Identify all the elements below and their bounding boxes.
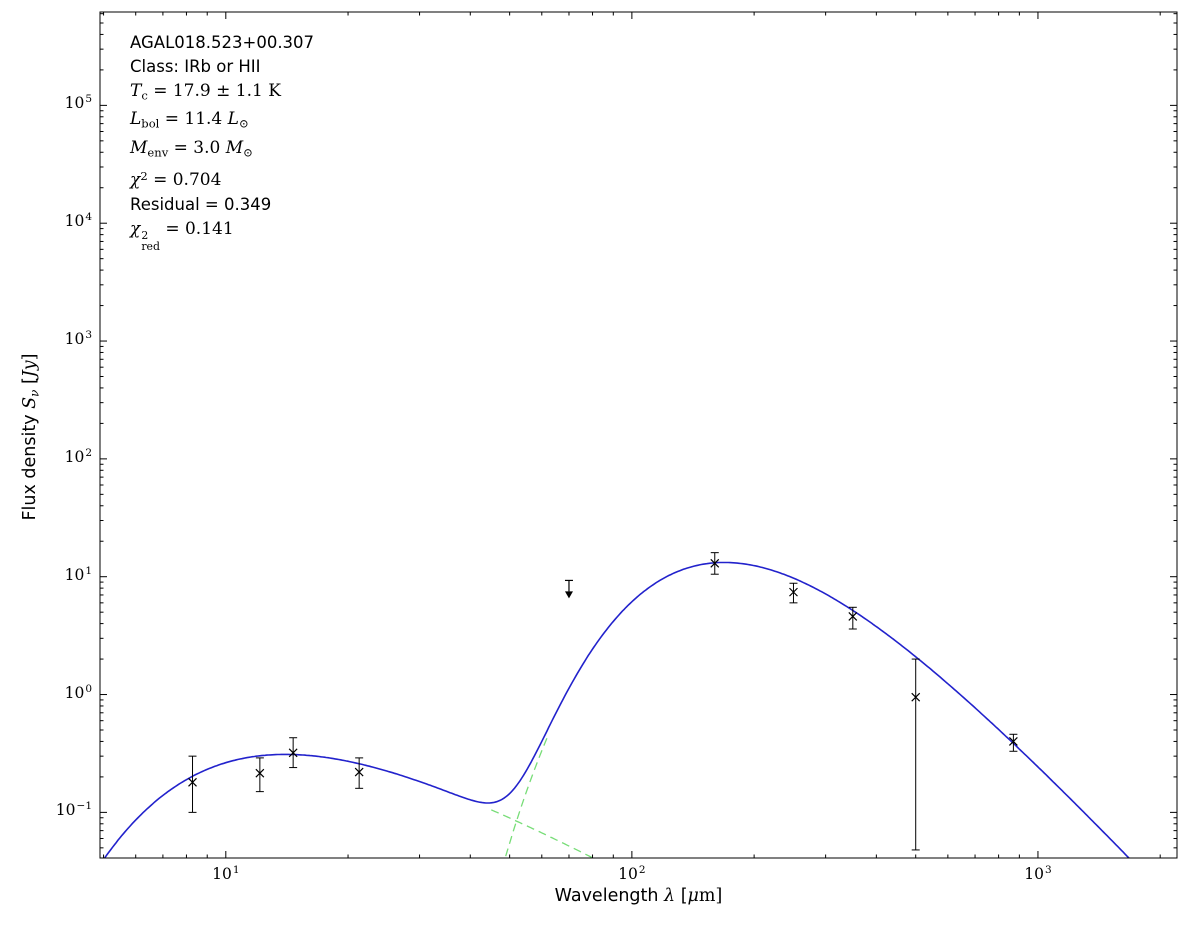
x-marker <box>1008 737 1018 746</box>
data-point <box>1008 733 1018 752</box>
hot-component-curve <box>491 809 593 858</box>
x-marker <box>354 767 364 777</box>
plot-border <box>99 11 1178 859</box>
x-marker <box>911 692 921 702</box>
data-point <box>354 757 364 789</box>
cold-component-curve <box>505 737 548 857</box>
x-marker <box>789 587 798 597</box>
x-marker <box>848 612 858 621</box>
data-point <box>911 658 921 851</box>
upper-limit-marker <box>564 579 573 599</box>
axis-ticks <box>100 12 1177 858</box>
data-point <box>288 737 298 769</box>
data-point <box>255 757 265 793</box>
data-point <box>789 582 798 604</box>
x-marker <box>288 748 298 758</box>
data-point <box>188 755 197 813</box>
axes-frame <box>99 11 1178 859</box>
model-total-curve <box>103 561 1131 858</box>
x-marker <box>188 777 197 787</box>
x-marker <box>710 558 720 568</box>
x-marker <box>255 768 265 778</box>
data-point <box>848 606 858 630</box>
data-point <box>710 552 720 575</box>
data-points <box>188 552 1018 851</box>
down-arrow-icon <box>564 591 573 599</box>
total-sed-curve <box>103 561 1131 858</box>
model-component-curves <box>491 737 593 858</box>
